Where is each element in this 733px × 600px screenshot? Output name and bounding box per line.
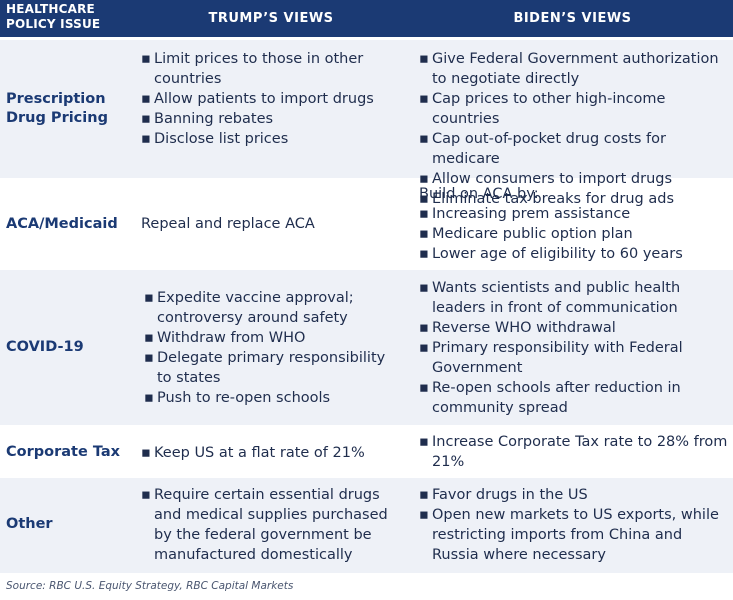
list-item: ▪ Wants scientists and public health lead… [419,280,681,316]
table-row: Corporate Tax ▪ Keep US at a flat rate of… [0,425,733,478]
biden-list: ▪ Increase Corporate Tax rate to 28% from… [419,432,731,472]
bullet-icon: ▪ [141,111,151,127]
list-item: ▪ Primary responsibility with Federal Gov… [419,340,683,376]
table-row: Prescription Drug Pricing ▪ Limit prices … [0,40,733,207]
bullet-icon: ▪ [419,131,429,147]
bullet-icon: ▪ [419,191,429,207]
list-item: ▪ Lower age of eligibility to 60 years [419,246,683,262]
bullet-icon: ▪ [141,487,151,503]
table-row: ACA/Medicaid Repeal and replace ACA Buil… [0,178,733,270]
bullet-icon: ▪ [419,280,429,296]
row-issue: Corporate Tax [6,444,121,460]
header-biden: BIDEN’S VIEWS [513,11,632,26]
list-item: ▪ Allow consumers to import drugs [419,171,673,187]
list-item: ▪ Eliminate tax breaks for drug ads [419,191,674,207]
bullet-icon: ▪ [141,131,151,147]
trump-list: ▪ Expedite vaccine approval; controversy … [144,288,401,408]
list-item: ▪ Increase Corporate Tax rate to 28% from… [419,434,728,470]
bullet-icon: ▪ [419,91,429,107]
trump-text: Repeal and replace ACA [141,216,315,232]
list-item: ▪ Withdraw from WHO [144,330,306,346]
biden-intro: Build on ACA by: [419,186,539,202]
bullet-icon: ▪ [419,206,429,222]
list-item: ▪ Push to re-open schools [144,390,331,406]
list-item: ▪ Disclose list prices [141,131,289,147]
list-item: ▪ Medicare public option plan [419,226,633,242]
biden-list: ▪ Increasing prem assistance ▪ Medicare pu… [419,204,731,264]
biden-list: ▪ Wants scientists and public health lead… [419,278,731,418]
list-item: ▪ Cap prices to other high-income countri… [419,91,666,127]
bullet-icon: ▪ [141,445,151,461]
trump-list: ▪ Keep US at a flat rate of 21% [141,443,401,463]
table-row: Other ▪ Require certain essential drugs a… [0,478,733,573]
header-trump: TRUMP’S VIEWS [208,11,334,26]
bullet-icon: ▪ [141,91,151,107]
bullet-icon: ▪ [144,330,154,346]
bullet-icon: ▪ [419,171,429,187]
bullet-icon: ▪ [141,51,151,67]
list-item: ▪ Banning rebates [141,111,274,127]
trump-list: ▪ Require certain essential drugs and med… [141,485,401,565]
list-item: ▪ Increasing prem assistance [419,206,631,222]
trump-list: ▪ Limit prices to those in other countrie… [141,49,401,149]
list-item: ▪ Favor drugs in the US [419,487,588,503]
list-item: ▪ Keep US at a flat rate of 21% [141,445,365,461]
list-item: ▪ Reverse WHO withdrawal [419,320,616,336]
list-item: ▪ Expedite vaccine approval; controversy … [144,290,354,326]
bullet-icon: ▪ [144,290,154,306]
bullet-icon: ▪ [144,350,154,366]
list-item: ▪ Require certain essential drugs and med… [141,487,388,563]
list-item: ▪ Allow patients to import drugs [141,91,374,107]
biden-cell: Build on ACA by: ▪ Increasing prem assist… [419,184,731,264]
bullet-icon: ▪ [419,51,429,67]
bullet-icon: ▪ [419,380,429,396]
row-issue: COVID-19 [6,339,84,355]
bullet-icon: ▪ [419,487,429,503]
row-issue: Prescription Drug Pricing [6,91,108,126]
bullet-icon: ▪ [144,390,154,406]
table-row: COVID-19 ▪ Expedite vaccine approval; con… [0,270,733,425]
list-item: ▪ Delegate primary responsibility to stat… [144,350,386,386]
list-item: ▪ Re-open schools after reduction in comm… [419,380,681,416]
list-item: ▪ Limit prices to those in other countrie… [141,51,364,87]
bullet-icon: ▪ [419,246,429,262]
bullet-icon: ▪ [419,320,429,336]
biden-list: ▪ Give Federal Government authorization t… [419,49,731,209]
list-item: ▪ Give Federal Government authorization t… [419,51,719,87]
row-issue: ACA/Medicaid [6,216,118,232]
header-issue: HEALTHCARE POLICY ISSUE [6,2,101,31]
bullet-icon: ▪ [419,226,429,242]
bullet-icon: ▪ [419,507,429,523]
bullet-icon: ▪ [419,434,429,450]
row-issue: Other [6,516,53,532]
bullet-icon: ▪ [419,340,429,356]
table-header: HEALTHCARE POLICY ISSUE TRUMP’S VIEWS BI… [0,0,733,37]
biden-list: ▪ Favor drugs in the US ▪ Open new markets… [419,485,731,565]
source-note: Source: RBC U.S. Equity Strategy, RBC Ca… [6,580,294,592]
list-item: ▪ Cap out-of-pocket drug costs for medica… [419,131,666,167]
list-item: ▪ Open new markets to US exports, while r… [419,507,719,563]
